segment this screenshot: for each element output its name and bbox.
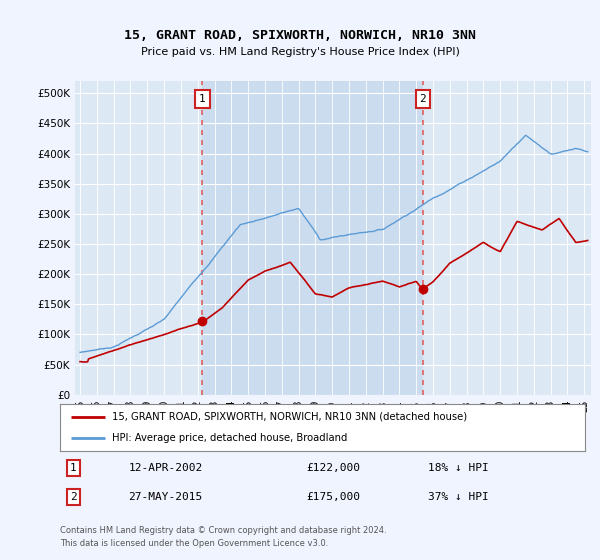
- Bar: [202, 81, 423, 395]
- Text: 15, GRANT ROAD, SPIXWORTH, NORWICH, NR10 3NN (detached house): 15, GRANT ROAD, SPIXWORTH, NORWICH, NR10…: [113, 412, 467, 422]
- Text: 12-APR-2002: 12-APR-2002: [128, 463, 203, 473]
- Text: 2: 2: [419, 94, 426, 104]
- Text: This data is licensed under the Open Government Licence v3.0.: This data is licensed under the Open Gov…: [60, 539, 328, 548]
- Text: 15, GRANT ROAD, SPIXWORTH, NORWICH, NR10 3NN: 15, GRANT ROAD, SPIXWORTH, NORWICH, NR10…: [124, 29, 476, 42]
- Text: 37% ↓ HPI: 37% ↓ HPI: [427, 492, 488, 502]
- Text: 1: 1: [199, 94, 206, 104]
- Text: £122,000: £122,000: [307, 463, 361, 473]
- Text: 2: 2: [70, 492, 77, 502]
- Text: HPI: Average price, detached house, Broadland: HPI: Average price, detached house, Broa…: [113, 433, 348, 444]
- Text: 27-MAY-2015: 27-MAY-2015: [128, 492, 203, 502]
- Text: Price paid vs. HM Land Registry's House Price Index (HPI): Price paid vs. HM Land Registry's House …: [140, 46, 460, 57]
- Text: £175,000: £175,000: [307, 492, 361, 502]
- Text: 18% ↓ HPI: 18% ↓ HPI: [427, 463, 488, 473]
- Text: 1: 1: [70, 463, 77, 473]
- Text: Contains HM Land Registry data © Crown copyright and database right 2024.: Contains HM Land Registry data © Crown c…: [60, 526, 386, 535]
